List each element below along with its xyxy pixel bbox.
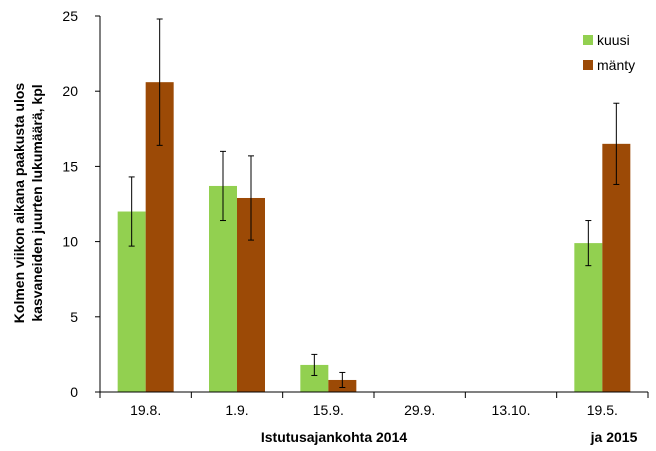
y-tick-label: 5: [70, 309, 78, 325]
legend-swatch-manty: [583, 60, 593, 70]
legend-label-kuusi: kuusi: [597, 32, 630, 48]
x-ticks-group: 19.8. 1.9. 15.9. 29.9. 13.10. 19.5.: [99, 392, 649, 418]
x-tick-label: 13.10.: [492, 402, 531, 418]
y-tick-label: 0: [70, 384, 78, 400]
x-tick-label: 19.8.: [130, 402, 161, 418]
y-tick-label: 25: [62, 8, 78, 24]
legend-label-manty: mänty: [597, 57, 635, 73]
x-tick-label: 19.5.: [587, 402, 618, 418]
error-bars-group: [128, 18, 620, 388]
y-tick-label: 10: [62, 234, 78, 250]
y-tick-label: 20: [62, 83, 78, 99]
bars-group: [117, 82, 631, 393]
legend-swatch-kuusi: [583, 35, 593, 45]
x-axis-title-extra: ja 2015: [590, 429, 638, 445]
bar-manty: [602, 143, 631, 392]
y-axis-title-line-1: Kolmen viikon aikana paakusta ulos: [11, 83, 27, 324]
axes-group: [99, 16, 648, 393]
y-tick-label: 15: [62, 158, 78, 174]
bar-kuusi: [574, 243, 603, 392]
x-tick-label: 29.9.: [404, 402, 435, 418]
y-ticks-group: 0 5 10 15 20 25: [62, 8, 100, 400]
legend: kuusi mänty: [583, 32, 635, 73]
x-axis-title: Istutusajankohta 2014: [261, 429, 407, 445]
y-axis-title-line-2: kasvaneiden juurten lukumäärä, kpl: [29, 84, 45, 321]
x-tick-label: 1.9.: [225, 402, 248, 418]
x-tick-label: 15.9.: [313, 402, 344, 418]
